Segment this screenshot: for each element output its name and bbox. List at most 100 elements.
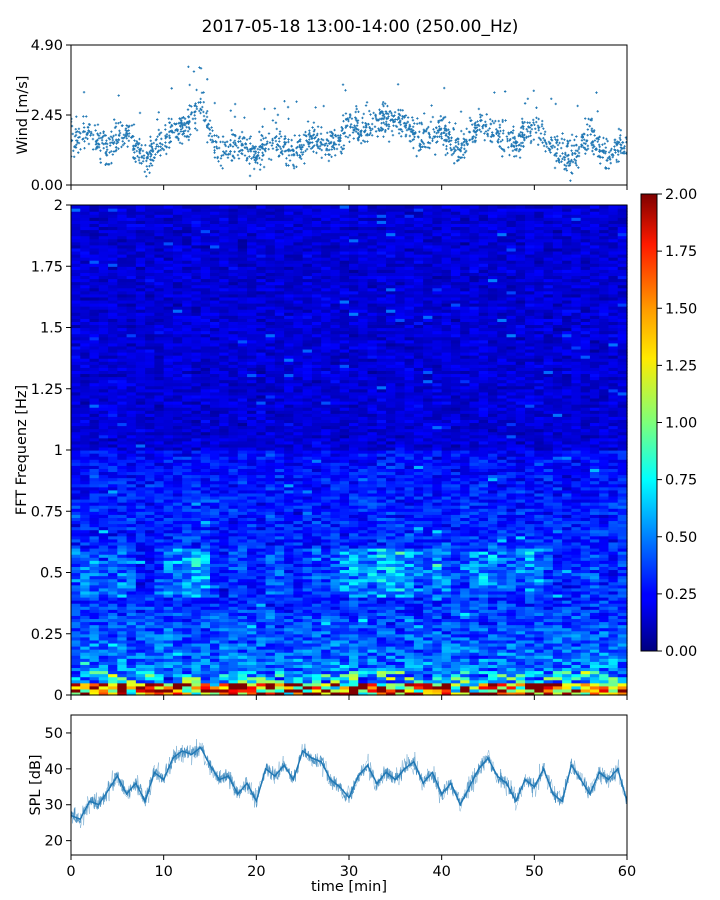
wind-point bbox=[539, 138, 543, 142]
wind-point bbox=[421, 145, 424, 148]
wind-point bbox=[329, 141, 333, 145]
wind-point bbox=[340, 152, 343, 155]
wind-point bbox=[478, 113, 482, 116]
wind-point bbox=[120, 124, 124, 127]
wind-point bbox=[312, 150, 315, 153]
wind-point bbox=[248, 174, 252, 178]
wind-point bbox=[584, 152, 587, 155]
wind-point bbox=[464, 149, 468, 153]
wind-point bbox=[596, 140, 599, 143]
wind-point bbox=[205, 112, 208, 115]
wind-point bbox=[145, 175, 148, 178]
wind-point bbox=[156, 135, 159, 138]
wind-point bbox=[94, 129, 97, 132]
wind-point bbox=[409, 128, 412, 131]
wind-point bbox=[311, 146, 314, 149]
wind-point bbox=[333, 128, 336, 132]
wind-point bbox=[556, 138, 559, 142]
spectrogram-cell bbox=[108, 205, 118, 209]
wind-point bbox=[322, 104, 325, 108]
wind-point bbox=[494, 119, 497, 123]
wind-point bbox=[306, 141, 310, 144]
wind-point bbox=[355, 124, 359, 127]
wind-point bbox=[278, 140, 281, 143]
wind-point bbox=[211, 138, 214, 142]
wind-point bbox=[397, 116, 400, 120]
wind-point bbox=[513, 137, 517, 141]
wind-point bbox=[340, 146, 343, 149]
wind-point bbox=[476, 120, 479, 123]
wind-point bbox=[587, 117, 590, 121]
wind-point bbox=[290, 148, 294, 152]
wind-point bbox=[431, 137, 434, 140]
wind-point bbox=[475, 126, 479, 129]
wind-point bbox=[445, 147, 448, 151]
wind-point bbox=[503, 149, 506, 153]
wind-point bbox=[444, 124, 447, 127]
wind-point bbox=[435, 131, 438, 135]
wind-point bbox=[571, 151, 574, 155]
wind-point bbox=[180, 116, 184, 120]
wind-point bbox=[71, 132, 75, 136]
wind-point bbox=[555, 154, 558, 158]
wind-point bbox=[450, 148, 454, 151]
wind-point bbox=[311, 137, 314, 140]
wind-point bbox=[606, 159, 609, 162]
wind-point bbox=[438, 125, 441, 128]
wind-point bbox=[497, 132, 501, 135]
wind-point bbox=[118, 129, 121, 132]
wind-point bbox=[210, 135, 214, 138]
wind-point bbox=[253, 158, 256, 162]
wind-point bbox=[368, 126, 371, 129]
wind-point bbox=[182, 116, 185, 119]
wind-point bbox=[512, 129, 515, 132]
wind-point bbox=[133, 151, 136, 154]
wind-point bbox=[577, 151, 581, 155]
wind-point bbox=[77, 136, 80, 139]
wind-point bbox=[155, 145, 158, 148]
wind-point bbox=[426, 146, 430, 149]
wind-point bbox=[501, 138, 504, 142]
spectrogram-cell bbox=[191, 205, 202, 209]
wind-point bbox=[252, 167, 256, 171]
wind-point bbox=[477, 107, 481, 111]
wind-point bbox=[387, 140, 391, 143]
wind-point bbox=[554, 102, 557, 106]
wind-point bbox=[202, 114, 206, 118]
wind-point bbox=[530, 128, 534, 131]
wind-point bbox=[181, 126, 184, 130]
wind-point bbox=[299, 155, 302, 158]
wind-point bbox=[425, 127, 429, 130]
wind-point bbox=[534, 131, 538, 134]
wind-point bbox=[489, 139, 492, 143]
wind-point bbox=[348, 134, 352, 137]
wind-point bbox=[283, 99, 286, 103]
wind-point bbox=[99, 149, 102, 152]
wind-point bbox=[498, 123, 502, 127]
wind-point bbox=[156, 151, 159, 154]
wind-point bbox=[245, 157, 249, 161]
wind-point bbox=[513, 148, 517, 151]
wind-point bbox=[598, 148, 601, 152]
wind-point bbox=[74, 133, 78, 137]
wind-point bbox=[593, 129, 596, 132]
wind-point bbox=[450, 136, 453, 140]
wind-point bbox=[316, 125, 320, 128]
wind-point bbox=[223, 141, 227, 144]
wind-point bbox=[78, 130, 81, 134]
wind-point bbox=[190, 105, 193, 108]
wind-point bbox=[569, 160, 572, 163]
wind-point bbox=[521, 134, 525, 137]
wind-point bbox=[136, 155, 139, 158]
wind-point bbox=[186, 108, 190, 111]
wind-point bbox=[261, 151, 264, 155]
wind-point bbox=[562, 155, 566, 159]
wind-point bbox=[113, 140, 116, 144]
wind-point bbox=[308, 135, 312, 139]
wind-point bbox=[97, 142, 101, 146]
wind-point bbox=[195, 88, 198, 92]
wind-point bbox=[233, 115, 237, 118]
wind-point bbox=[440, 137, 444, 140]
wind-point bbox=[537, 129, 540, 132]
wind-point bbox=[386, 104, 389, 108]
